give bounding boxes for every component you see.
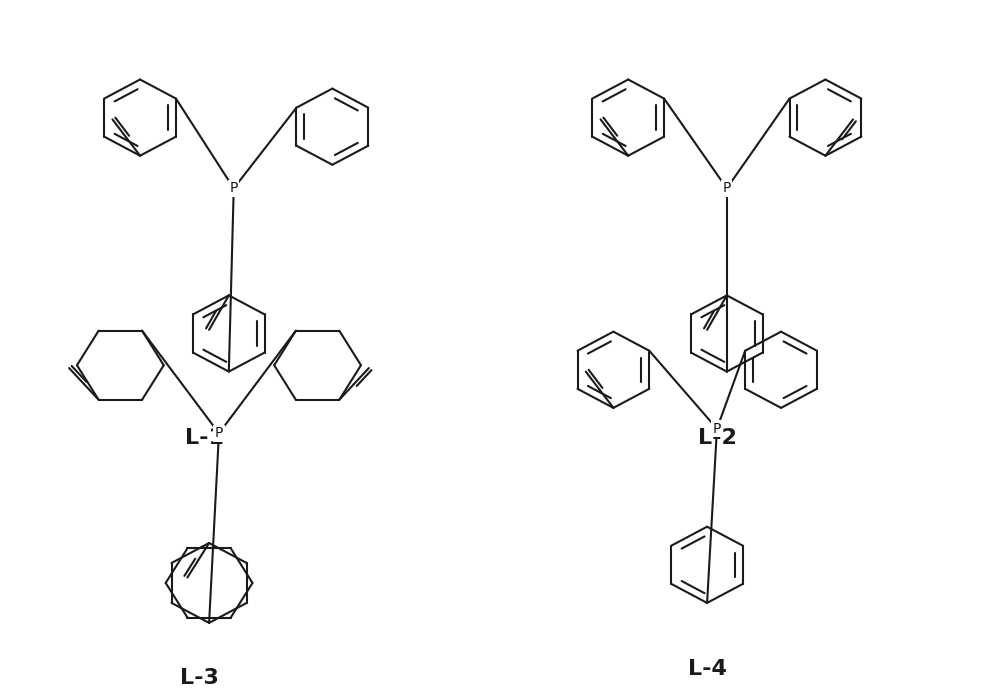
Text: L-2: L-2	[698, 428, 736, 448]
Text: P: P	[230, 182, 238, 195]
Text: P: P	[215, 427, 223, 440]
Text: P: P	[723, 182, 731, 195]
Text: L-1: L-1	[185, 428, 224, 448]
Text: P: P	[713, 422, 721, 436]
Text: L-3: L-3	[180, 668, 219, 688]
Text: L-4: L-4	[688, 659, 727, 679]
